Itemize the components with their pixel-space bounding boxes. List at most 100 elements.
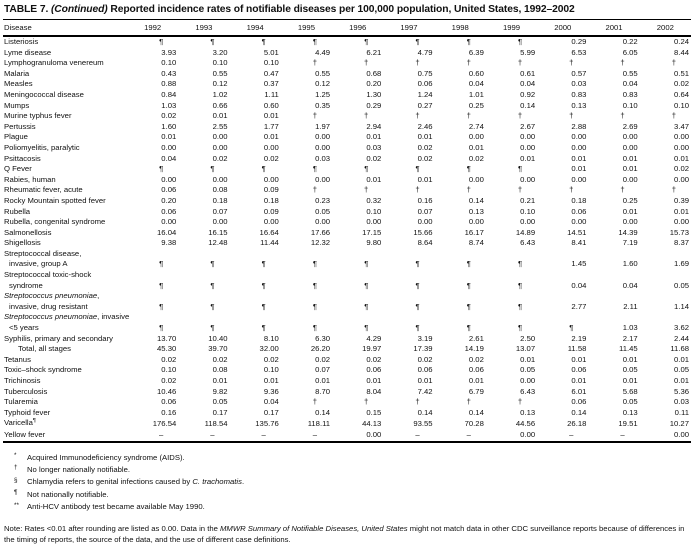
label-text: Q Fever <box>4 164 32 174</box>
rate-cell: 0.01 <box>622 206 638 216</box>
rate-cell: 0.03 <box>315 153 331 163</box>
rate-cell: 4.79 <box>417 47 433 57</box>
rate-cell: † <box>671 111 676 121</box>
rate-cell: 0.03 <box>674 397 689 407</box>
rate-cell: 44.13 <box>362 419 382 429</box>
rate-cell: 0.06 <box>468 365 484 375</box>
rate-cell: ¶ <box>261 280 266 290</box>
table-row: Meningococcal disease 0.84 1.02 1.11 1.25 1.3… <box>3 90 691 101</box>
rate-cell: 0.20 <box>366 79 382 89</box>
rate-cell: 0.01 <box>571 164 587 174</box>
rate-cell: 0.00 <box>622 174 638 184</box>
label-text: Total, all stages <box>18 344 71 354</box>
rate-cell: 2.94 <box>366 121 382 131</box>
disease-label-line: Streptococcal toxic-shock <box>4 270 127 281</box>
table-row: Malaria 0.43 0.55 0.47 0.55 0.68 0.75 0.60 0.61 0… <box>3 69 691 80</box>
rate-cell: 2.44 <box>674 333 689 343</box>
rate-cell: ¶ <box>210 164 215 174</box>
rate-cell: 0.10 <box>263 365 279 375</box>
rate-cell: 0.35 <box>315 100 331 110</box>
footnote-marker: † <box>14 464 18 472</box>
disease-label: Rheumatic fever, acute <box>3 185 127 196</box>
rate-cell: 8.10 <box>263 333 279 343</box>
rate-cell: 0.92 <box>520 89 536 99</box>
rate-cell: ¶ <box>415 280 420 290</box>
rate-cell: 17.15 <box>362 227 382 237</box>
label-text: Measles <box>4 79 33 89</box>
rate-cell: 12.32 <box>310 238 331 248</box>
rate-cell: 5.68 <box>622 386 638 396</box>
table-row: Rocky Mountain spotted fever 0.20 0.18 0.18… <box>3 196 691 207</box>
rate-cell: ¶ <box>312 164 318 174</box>
rate-cell: 10.27 <box>669 419 689 429</box>
disease-label: Yellow fever <box>3 430 127 442</box>
rate-cell: ¶ <box>261 323 266 333</box>
disease-label: Lymphogranuloma venereum <box>3 58 127 69</box>
table-title-label: TABLE 7. <box>4 4 51 15</box>
rate-cell: 14.51 <box>567 227 587 237</box>
rate-cell: 0.04 <box>520 79 536 89</box>
rate-cell: 0.00 <box>161 174 177 184</box>
label-text: Syphilis, primary and secondary <box>4 333 113 343</box>
rate-cell: 0.55 <box>622 68 638 78</box>
label-text: Rheumatic fever, acute <box>4 185 83 195</box>
rate-cell: 0.37 <box>263 79 279 89</box>
rate-cell: 0.00 <box>571 174 587 184</box>
disease-column-header: Disease <box>3 19 127 37</box>
disease-label: Tuberculosis <box>3 387 127 398</box>
rate-cell: 0.14 <box>571 407 587 417</box>
table-row: Typhoid fever 0.16 0.17 0.17 0.14 0.15 0.14 0.1… <box>3 408 691 419</box>
rate-cell: † <box>517 397 523 407</box>
rate-cell: 0.01 <box>468 376 484 385</box>
rate-cell: 0.39 <box>674 195 689 205</box>
rate-cell: 0.01 <box>622 164 638 174</box>
rate-cell: 0.01 <box>571 153 587 163</box>
year-column-header: 2000 <box>537 19 589 37</box>
label-text: Pertussis <box>4 121 36 131</box>
rate-cell: 0.06 <box>161 185 177 195</box>
rate-cell: ¶ <box>159 301 164 311</box>
rate-cell: 0.01 <box>674 354 689 364</box>
rate-cell: 0.01 <box>468 142 484 152</box>
rate-cell: 1.97 <box>315 121 331 131</box>
rate-cell: 0.08 <box>212 365 228 375</box>
label-text: Psittacosis <box>4 153 41 163</box>
rate-cell: 14.89 <box>515 227 536 237</box>
rate-cell: 0.02 <box>417 142 433 152</box>
rate-cell: † <box>415 397 420 407</box>
rate-cell: 0.01 <box>315 376 331 385</box>
rate-cell: 0.06 <box>161 206 177 216</box>
rate-cell: 0.13 <box>468 206 484 216</box>
rate-cell: 6.79 <box>468 386 484 396</box>
table-row: Listeriosis ¶ ¶ ¶ ¶ ¶ ¶ ¶ ¶ 0.29 0.22 0.24 <box>3 36 691 48</box>
disease-label: Mumps <box>3 101 127 112</box>
rate-cell: 0.57 <box>571 68 587 78</box>
disease-label-line: Shigellosis <box>4 238 127 249</box>
label-text: Streptococcus pneumoniae <box>4 312 98 322</box>
rate-cell: 0.07 <box>212 206 228 216</box>
rate-cell: 6.43 <box>520 386 536 396</box>
rate-cell: 0.01 <box>417 132 433 142</box>
rate-cell: 1.24 <box>417 89 433 99</box>
label-text: Rocky Mountain spotted fever <box>4 195 106 205</box>
rate-cell: 0.02 <box>417 153 433 163</box>
rate-cell: † <box>312 111 318 121</box>
rate-cell: 0.00 <box>520 132 536 142</box>
rate-cell: 0.60 <box>263 100 279 110</box>
rate-cell: 0.64 <box>674 89 689 99</box>
rate-cell: 0.00 <box>212 142 228 152</box>
footnote: § Chlamydia refers to genital infections … <box>14 476 688 488</box>
rate-cell: 11.68 <box>670 344 689 354</box>
rate-cell: 0.00 <box>571 142 587 152</box>
footnote-text: No longer nationally notifiable. <box>27 464 130 474</box>
rate-cell: 0.18 <box>571 195 587 205</box>
rate-cell: 0.00 <box>520 376 536 385</box>
rate-cell: 16.04 <box>157 227 177 237</box>
rate-cell: 0.01 <box>366 132 382 142</box>
rate-cell: – <box>415 429 420 439</box>
rate-cell: 0.01 <box>622 354 638 364</box>
footnote-marker: ** <box>14 501 19 509</box>
rate-cell: 93.55 <box>413 419 433 429</box>
rate-cell: 0.20 <box>161 195 177 205</box>
